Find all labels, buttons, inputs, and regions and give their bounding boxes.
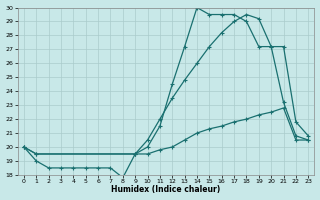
X-axis label: Humidex (Indice chaleur): Humidex (Indice chaleur) [111,185,221,194]
